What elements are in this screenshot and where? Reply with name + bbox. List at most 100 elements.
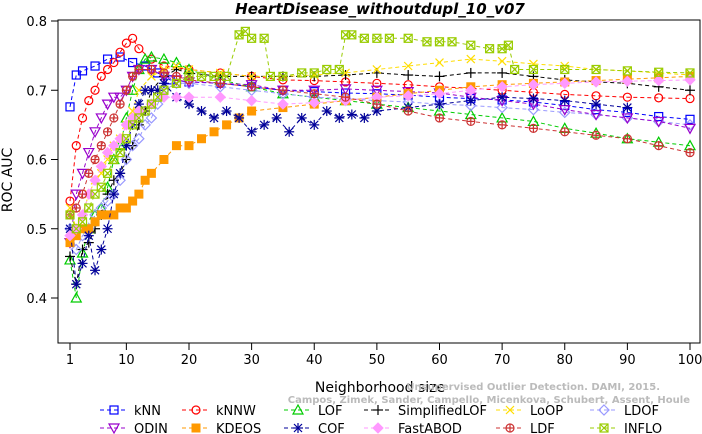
data-point-inflo <box>503 40 513 50</box>
data-point-ldf <box>159 68 169 78</box>
data-point-kdeos <box>134 189 144 199</box>
data-point-inflo <box>654 67 664 77</box>
legend-item-cof: COF <box>284 422 345 434</box>
data-point-loop <box>403 61 413 71</box>
data-point-loop <box>247 71 257 81</box>
data-point-fastabod <box>402 90 414 102</box>
data-point-inflo <box>510 64 520 75</box>
data-point-inflo <box>259 33 269 43</box>
x-axis-label: Neighborhood size <box>315 380 445 396</box>
series-layer <box>63 26 697 303</box>
x-axis: 1 10 20 30 40 50 60 70 80 90 100 <box>66 342 702 368</box>
data-point-lof <box>70 291 83 303</box>
legend-marker <box>293 423 303 433</box>
data-point-odin <box>590 109 603 121</box>
legend-label: INFLO <box>624 422 662 434</box>
data-point-inflo <box>403 33 413 43</box>
legend-label: COF <box>318 422 345 434</box>
x-tick-label: 30 <box>243 353 260 368</box>
data-point-knn <box>115 52 125 62</box>
data-point-knnw <box>121 38 131 48</box>
legend-label: kNNW <box>216 404 256 419</box>
data-point-inflo <box>102 168 113 178</box>
data-point-cof <box>221 106 232 117</box>
x-tick-label: 100 <box>678 353 702 368</box>
data-point-cof <box>359 112 370 123</box>
data-point-odin <box>683 123 697 135</box>
data-point-ldf <box>115 99 125 109</box>
legend-item-odin: ODIN <box>100 422 168 434</box>
data-point-inflo <box>334 64 344 75</box>
data-point-inflo <box>309 68 319 78</box>
data-point-knnw <box>65 196 75 206</box>
data-point-cof <box>622 102 633 113</box>
legend-label: LOF <box>318 404 343 419</box>
series-ldf <box>65 64 695 220</box>
data-point-loop <box>372 65 382 74</box>
data-point-ldf <box>654 141 664 151</box>
data-point-ldf <box>434 113 445 123</box>
data-point-fastabod <box>465 84 477 96</box>
legend-label: FastABOD <box>398 422 462 434</box>
legend-marker <box>372 422 384 434</box>
data-point-odin <box>101 99 114 111</box>
x-tick-label: 80 <box>556 353 573 368</box>
series-line-cof <box>69 82 628 285</box>
x-tick-label: 40 <box>306 353 323 368</box>
data-point-simplifiedlof <box>340 70 351 81</box>
series-line-ldof <box>69 82 691 251</box>
legend-item-knnw: kNNW <box>182 404 256 419</box>
series-line-kdeos <box>69 75 691 243</box>
data-point-inflo <box>96 182 106 192</box>
chart-title: HeartDisease_withoutdupl_10_v07 <box>235 0 525 18</box>
data-point-cof <box>321 106 332 117</box>
data-point-knnw <box>372 78 382 88</box>
data-point-ldf <box>685 147 695 158</box>
data-point-kdeos <box>171 141 181 151</box>
legend-item-kdeos: KDEOS <box>182 422 261 434</box>
data-point-knnw <box>403 80 413 90</box>
legend-marker <box>505 423 515 433</box>
data-point-kdeos <box>140 175 150 185</box>
data-point-ldf <box>128 71 138 82</box>
data-point-loop <box>172 61 181 71</box>
data-point-odin <box>558 105 571 116</box>
data-point-inflo <box>528 64 539 75</box>
data-point-inflo <box>466 40 476 50</box>
data-point-inflo <box>347 30 357 40</box>
data-point-cof <box>234 112 245 123</box>
data-point-cof <box>309 119 320 130</box>
data-point-inflo <box>115 147 125 158</box>
legend-marker <box>505 405 515 415</box>
data-point-cof <box>77 258 88 269</box>
data-point-cof <box>196 106 207 117</box>
y-tick-label: 0.8 <box>26 15 47 30</box>
legend-label: SimplifiedLOF <box>398 404 487 419</box>
data-point-ldf <box>215 78 225 88</box>
data-point-fastabod <box>277 98 289 110</box>
legend-marker <box>598 404 610 416</box>
data-point-simplifiedlof <box>65 251 75 262</box>
legend-marker <box>109 405 119 415</box>
data-point-ldof <box>101 195 114 207</box>
data-point-inflo <box>560 64 570 75</box>
data-point-kdeos <box>146 168 156 178</box>
data-point-cof <box>528 93 539 104</box>
data-point-ldof <box>145 112 158 124</box>
x-tick-label: 10 <box>118 353 135 368</box>
data-point-ldof <box>496 101 508 114</box>
data-point-cof <box>559 95 570 106</box>
data-point-cof <box>209 112 220 123</box>
data-point-inflo <box>265 71 276 82</box>
data-point-ldf <box>466 116 476 127</box>
data-point-ldf <box>121 85 131 95</box>
data-point-inflo <box>65 210 75 220</box>
data-point-cof <box>346 109 357 120</box>
data-point-fastabod <box>652 74 665 87</box>
data-point-ldf <box>134 64 144 75</box>
data-point-cof <box>90 265 101 276</box>
data-point-inflo <box>184 71 194 82</box>
data-point-ldf <box>622 134 632 144</box>
y-tick-label: 0.6 <box>26 154 47 169</box>
data-point-knnw <box>654 93 664 103</box>
